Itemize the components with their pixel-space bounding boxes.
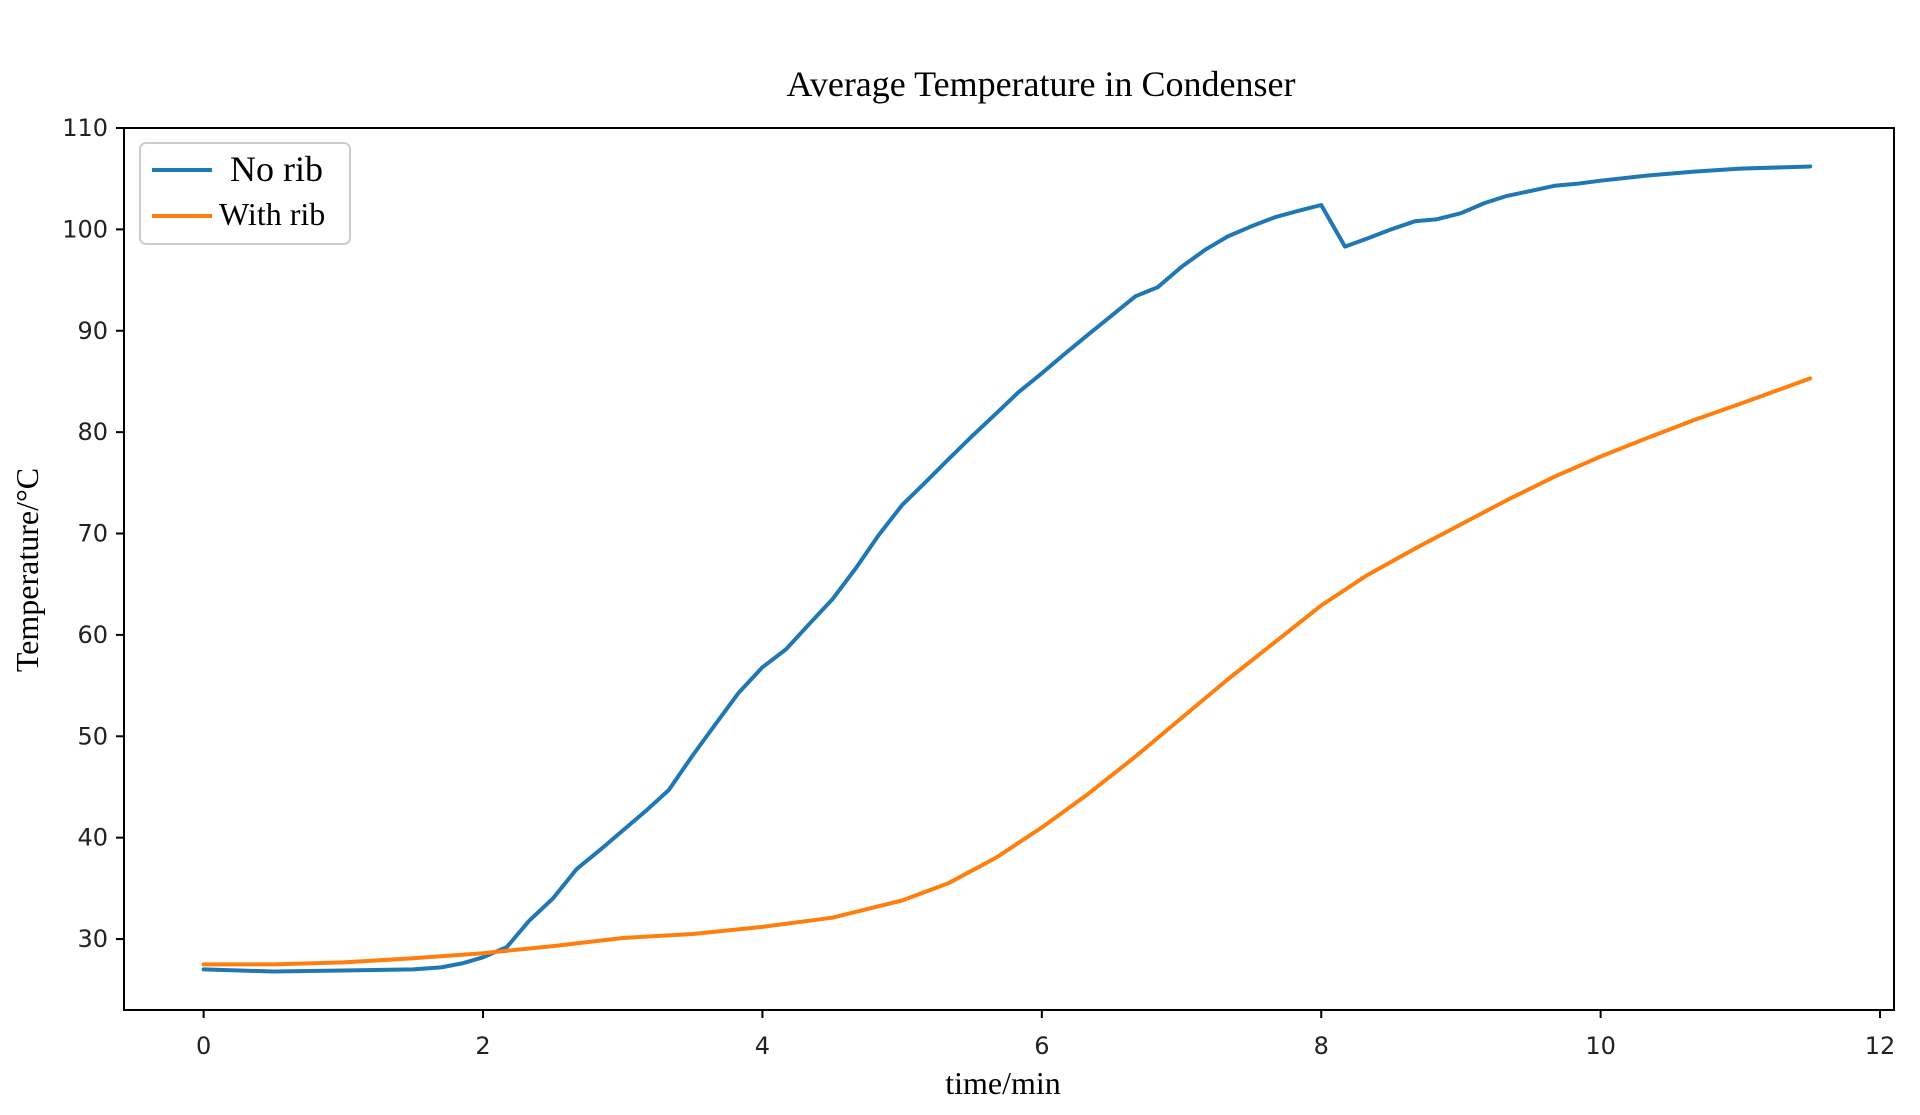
plot-frame [123, 127, 1895, 1011]
x-tick-label: 12 [1865, 1032, 1896, 1060]
x-axis-label: time/min [945, 1065, 1061, 1101]
x-tick-label: 4 [755, 1032, 770, 1060]
y-tick-label: 70 [77, 520, 108, 548]
x-tick-label: 10 [1585, 1032, 1616, 1060]
y-axis-label: Temperature/°C [9, 468, 45, 672]
series-layer [201, 164, 1813, 974]
x-tick-label: 2 [475, 1032, 490, 1060]
legend-label-no-rib: No rib [230, 149, 323, 189]
x-tick-label: 0 [196, 1032, 211, 1060]
series-line-with-rib [201, 376, 1813, 967]
y-tick-label: 60 [77, 621, 108, 649]
y-axis: 30 40 50 60 70 80 90 100 110 [62, 114, 124, 953]
y-tick-label: 90 [77, 317, 108, 345]
x-axis: 0 2 4 6 8 10 12 [196, 1010, 1895, 1060]
chart-title: Average Temperature in Condenser [787, 64, 1296, 104]
plot-area-border [123, 127, 1895, 1011]
series-line-no-rib [201, 164, 1813, 974]
y-tick-label: 40 [77, 824, 108, 852]
y-tick-label: 110 [62, 114, 108, 142]
y-tick-label: 50 [77, 722, 108, 750]
y-tick-label: 100 [62, 215, 108, 243]
x-tick-label: 8 [1314, 1032, 1329, 1060]
x-tick-label: 6 [1034, 1032, 1049, 1060]
y-tick-label: 30 [77, 925, 108, 953]
legend-label-with-rib: With rib [219, 196, 325, 232]
legend: No rib With rib [139, 142, 351, 245]
y-tick-label: 80 [77, 418, 108, 446]
